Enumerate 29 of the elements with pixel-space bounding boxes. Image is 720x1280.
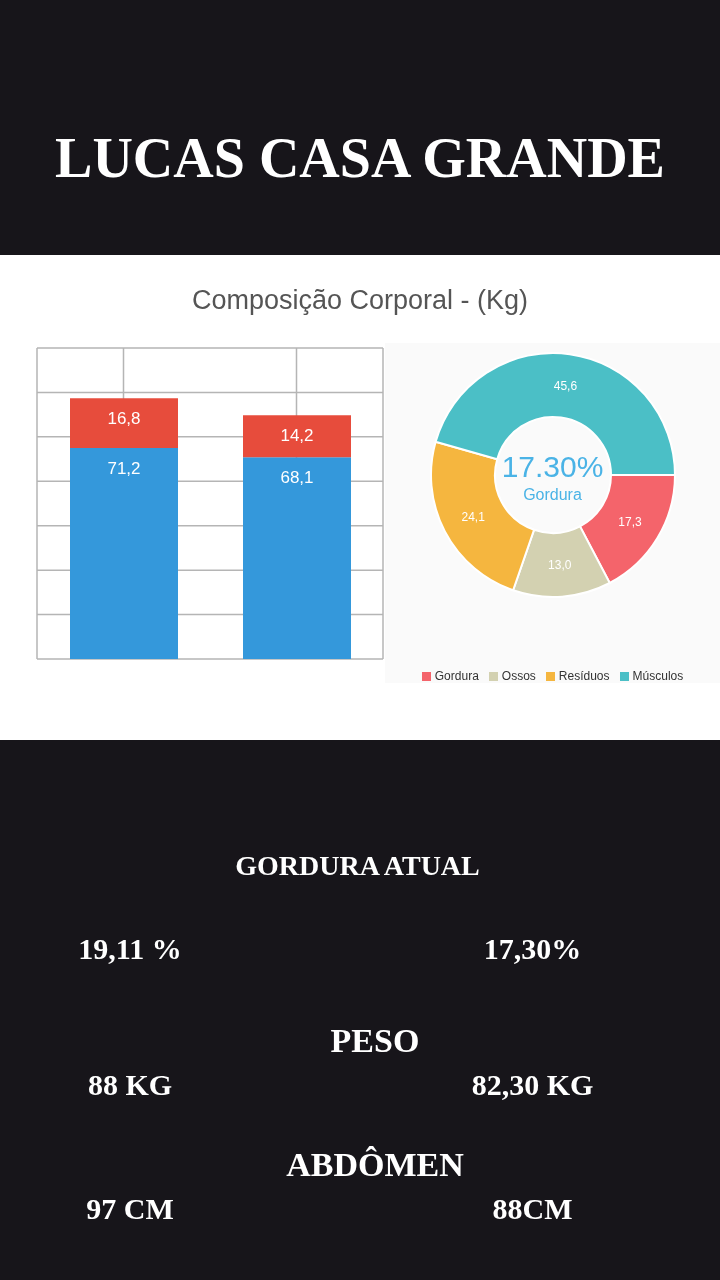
legend-label: Ossos — [500, 669, 536, 683]
text: 17,30% — [482, 932, 583, 966]
text: ABDÔMEN — [285, 1146, 465, 1184]
legend-label: Resíduos — [557, 669, 610, 683]
data-label: 24,1 — [461, 509, 486, 524]
bar — [243, 415, 351, 458]
text: PESO — [329, 1022, 421, 1060]
text: 97 CM — [85, 1192, 175, 1226]
text: Gordura — [522, 486, 583, 504]
bar — [243, 457, 351, 659]
text: 88CM — [491, 1192, 574, 1226]
chart-title: Composição Corporal - (Kg) — [190, 285, 530, 316]
bar — [70, 448, 178, 659]
data-label: 45,6 — [553, 378, 578, 393]
data-label: 16,8 — [107, 409, 141, 429]
text: 82,30 KG — [470, 1068, 595, 1102]
data-label: 17,3 — [618, 514, 643, 529]
data-label: 13,0 — [548, 557, 572, 572]
bar — [70, 398, 178, 449]
text: 88 KG — [86, 1068, 174, 1102]
legend-label: Gordura — [433, 669, 479, 683]
text: GORDURA ATUAL — [234, 850, 481, 882]
data-label: 71,2 — [107, 459, 141, 479]
text: 17.30% — [500, 450, 605, 484]
data-label: 14,2 — [280, 426, 314, 446]
text: 19,11 % — [77, 932, 183, 966]
legend-label: Músculos — [631, 669, 684, 683]
data-label: 68,1 — [280, 468, 314, 488]
text: LUCAS CASA GRANDE — [55, 125, 665, 190]
